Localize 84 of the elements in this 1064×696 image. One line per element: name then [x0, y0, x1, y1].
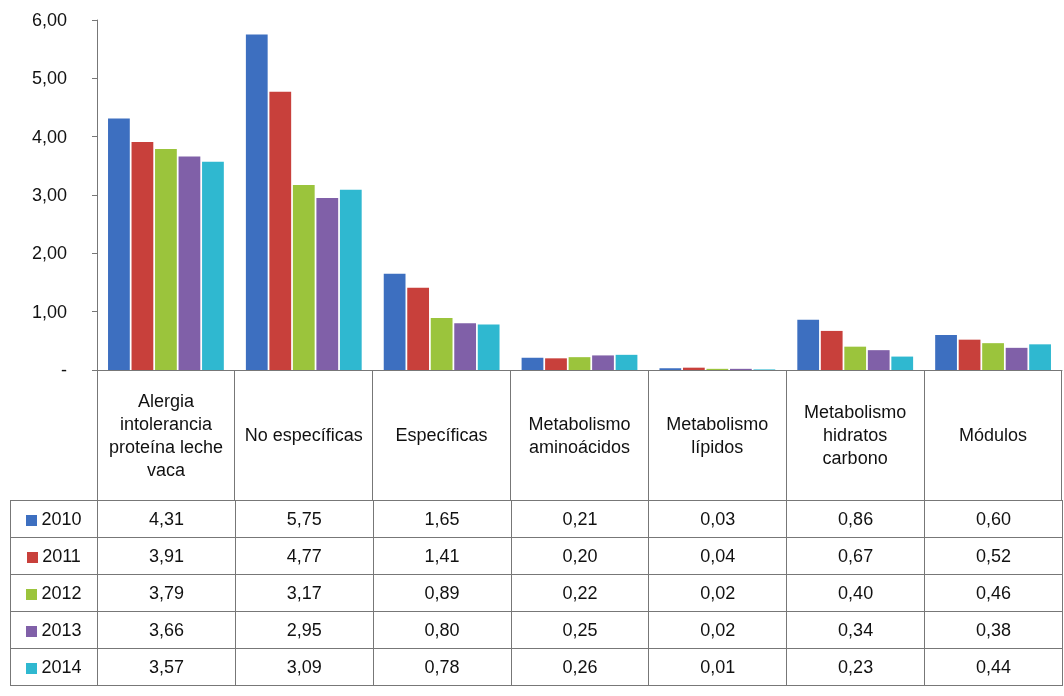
data-label: 0,20: [511, 537, 649, 575]
legend-label: 2012: [41, 582, 82, 603]
x-tick-label: Metabolismo aminoácidos: [510, 370, 649, 501]
legend-label: 2011: [42, 545, 81, 566]
bar: [202, 161, 224, 370]
bar: [982, 343, 1004, 370]
data-label: 1,65: [373, 500, 512, 538]
data-label: 0,38: [924, 611, 1063, 649]
data-label: 3,57: [97, 648, 236, 686]
bar: [269, 91, 292, 370]
x-tick-label: Específicas: [372, 370, 511, 501]
data-label: 0,80: [373, 611, 512, 649]
data-label: 0,40: [786, 574, 925, 612]
data-label: 3,79: [97, 574, 236, 612]
y-tick-label: 6,00: [31, 10, 67, 30]
data-label: 3,09: [235, 648, 374, 686]
data-label: 3,91: [97, 537, 236, 575]
bar: [820, 330, 843, 370]
data-label: 4,31: [97, 500, 236, 538]
data-label: 0,89: [373, 574, 512, 612]
data-label: 0,25: [511, 611, 649, 649]
legend-label: 2013: [41, 619, 82, 640]
data-label: 0,02: [648, 611, 787, 649]
data-label: 0,52: [924, 537, 1063, 575]
y-tick-label: -: [61, 360, 67, 380]
bar: [1005, 347, 1028, 370]
data-label: 5,75: [235, 500, 374, 538]
bar: [316, 197, 339, 370]
y-tick-label: 2,00: [31, 243, 67, 264]
data-label: 0,78: [373, 648, 512, 686]
bar: [867, 350, 890, 370]
data-label: 0,67: [786, 537, 925, 575]
bar: [407, 287, 430, 370]
x-tick-label: Módulos: [924, 370, 1062, 501]
bar: [1029, 344, 1051, 370]
bar: [155, 148, 177, 370]
y-tick-label: 1,00: [31, 301, 67, 322]
data-label: 0,34: [786, 611, 925, 649]
bar: [454, 323, 477, 370]
data-label: 0,60: [924, 500, 1063, 538]
data-label: 0,21: [511, 500, 649, 538]
bar: [844, 346, 867, 370]
bar: [592, 355, 614, 370]
data-label: 0,46: [924, 574, 1063, 612]
bar: [178, 156, 201, 370]
data-label: 4,77: [235, 537, 374, 575]
data-label: 0,26: [511, 648, 649, 686]
data-label: 1,41: [373, 537, 512, 575]
data-label: 0,03: [648, 500, 787, 538]
bar: [891, 356, 914, 370]
bar: [615, 354, 638, 370]
data-label: 0,86: [786, 500, 925, 538]
x-tick-label: No específicas: [234, 370, 373, 501]
data-label: 2,95: [235, 611, 374, 649]
legend-label: 2010: [41, 508, 82, 529]
bar: [935, 335, 957, 370]
data-label: 3,66: [97, 611, 236, 649]
bar: [958, 339, 981, 370]
bar: [108, 118, 130, 370]
bar: [797, 319, 820, 370]
bar: [477, 324, 500, 370]
bar: [383, 273, 406, 370]
x-tick-label: Metabolismo hidratos carbono: [786, 370, 925, 501]
y-tick-label: 3,00: [31, 185, 67, 205]
legend-label: 2014: [41, 656, 82, 677]
x-tick-label: Metabolismo lípidos: [648, 370, 787, 501]
data-label: 0,04: [648, 537, 787, 575]
y-tick-label: 5,00: [31, 68, 67, 89]
bar: [521, 357, 544, 370]
data-label: 0,01: [648, 648, 787, 686]
x-tick-label: Alergia intolerancia proteína leche vaca: [97, 370, 235, 501]
data-label: 0,22: [511, 574, 649, 612]
data-label: 0,23: [786, 648, 925, 686]
bar: [245, 34, 268, 370]
bar: [430, 318, 453, 370]
bar: [339, 189, 362, 370]
data-label: 0,44: [924, 648, 1063, 686]
bar: [131, 141, 154, 370]
data-label: 0,02: [648, 574, 787, 612]
bar: [568, 357, 591, 370]
y-tick-label: 4,00: [31, 126, 67, 147]
bar: [545, 358, 567, 370]
data-label: 3,17: [235, 574, 374, 612]
bar: [292, 185, 315, 370]
